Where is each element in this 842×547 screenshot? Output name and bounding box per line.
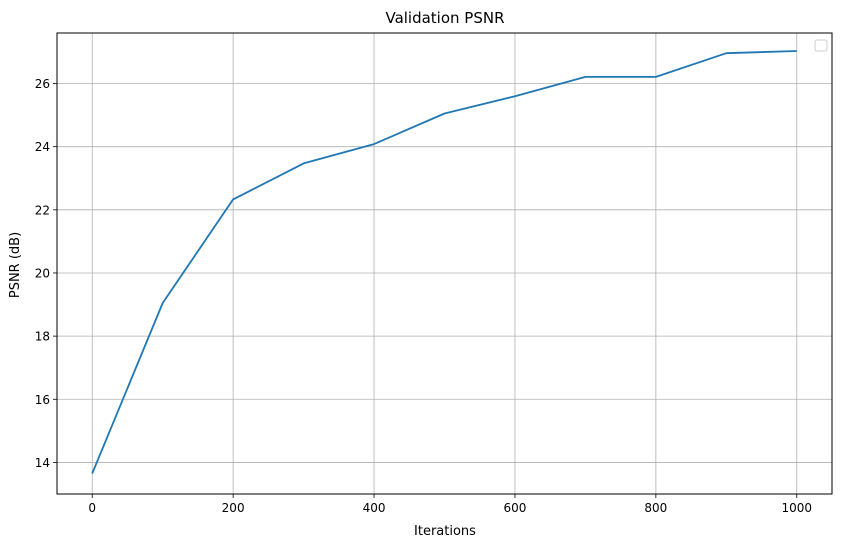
x-axis-label: Iterations [414, 524, 476, 539]
x-axis-ticks: 0 200 400 600 800 1000 [88, 494, 812, 515]
x-tick-label: 0 [88, 501, 96, 515]
y-tick-label: 22 [35, 203, 50, 217]
chart-title: Validation PSNR [385, 9, 504, 27]
y-axis-label: PSNR (dB) [8, 232, 23, 298]
y-tick-label: 18 [35, 330, 50, 344]
series-line-0 [91, 50, 797, 474]
legend [814, 39, 828, 52]
grid-lines [57, 33, 832, 494]
x-tick-label: 600 [504, 501, 527, 515]
y-tick-label: 24 [35, 140, 50, 154]
plot-frame [56, 32, 833, 495]
y-tick-label: 16 [35, 393, 50, 407]
y-tick-label: 14 [35, 456, 50, 470]
x-tick-label: 800 [644, 501, 667, 515]
y-axis-ticks: 14 16 18 20 22 24 26 [35, 77, 57, 470]
y-tick-label: 20 [35, 266, 50, 280]
x-tick-label: 200 [222, 501, 245, 515]
y-tick-label: 26 [35, 77, 50, 91]
series-layer [91, 50, 797, 474]
legend-box [814, 39, 828, 52]
x-tick-label: 1000 [781, 501, 812, 515]
x-tick-label: 400 [363, 501, 386, 515]
